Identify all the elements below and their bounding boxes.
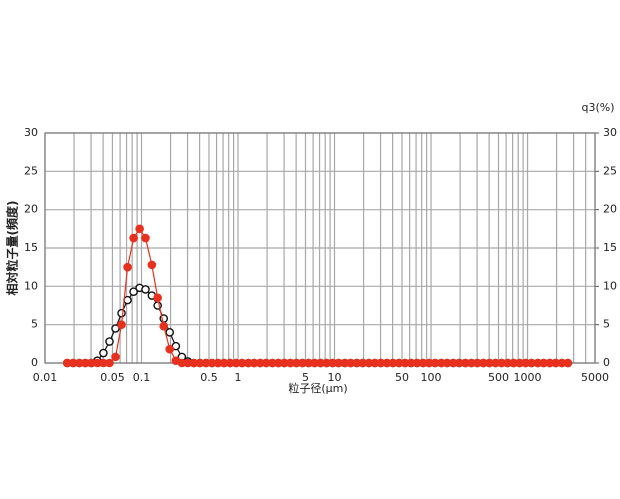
x-tick-label: 50	[395, 371, 409, 384]
data-point	[165, 328, 175, 337]
data-point	[135, 224, 144, 234]
y-tick-label: 5	[31, 318, 38, 331]
y2-tick-label: 5	[603, 318, 610, 331]
data-point	[141, 285, 150, 294]
data-point	[159, 321, 169, 331]
x-tick-label: 5000	[581, 371, 609, 384]
x-tick-label: 5	[302, 371, 309, 384]
y2-tick-label: 30	[603, 126, 617, 139]
data-point	[117, 320, 126, 329]
y-tick-label: 25	[24, 164, 38, 177]
data-point	[105, 337, 114, 346]
y2-tick-label: 20	[603, 203, 617, 216]
x-tick-label: 0.05	[100, 371, 125, 384]
data-point	[123, 295, 132, 305]
x-tick-label: 100	[421, 371, 442, 384]
x-tick-label: 500	[488, 371, 509, 384]
data-point	[141, 233, 150, 243]
data-point	[153, 293, 162, 303]
y2-tick-label: 25	[603, 164, 617, 177]
x-axis-label: 粒子径(μm)	[288, 381, 347, 395]
data-point	[165, 344, 175, 354]
y2-tick-label: 0	[603, 356, 610, 369]
data-point	[129, 233, 138, 243]
y-tick-label: 0	[31, 356, 38, 369]
data-point	[117, 308, 126, 318]
y-axis-label: 相対粒子量(頻度)	[5, 201, 20, 296]
data-point	[111, 352, 120, 362]
y-tick-label: 30	[24, 126, 38, 139]
y-tick-label: 10	[24, 279, 38, 292]
y2-axis-label: q3(%)	[581, 101, 614, 114]
y2-tick-label: 10	[603, 279, 617, 292]
data-point	[111, 324, 120, 333]
x-tick-label: 10	[328, 371, 342, 384]
data-point	[147, 260, 157, 270]
x-tick-label: 0.5	[200, 371, 218, 384]
data-point	[99, 348, 108, 358]
data-point	[563, 358, 573, 368]
y-tick-label: 15	[24, 241, 38, 254]
x-tick-label: 0.1	[133, 371, 151, 384]
data-point	[105, 358, 114, 368]
data-point	[129, 287, 138, 297]
x-tick-label: 0.01	[33, 371, 58, 384]
y2-tick-label: 15	[603, 241, 617, 254]
y-tick-label: 20	[24, 203, 38, 216]
x-tick-label: 1000	[514, 371, 542, 384]
data-point	[123, 262, 132, 272]
x-tick-label: 1	[235, 371, 242, 384]
